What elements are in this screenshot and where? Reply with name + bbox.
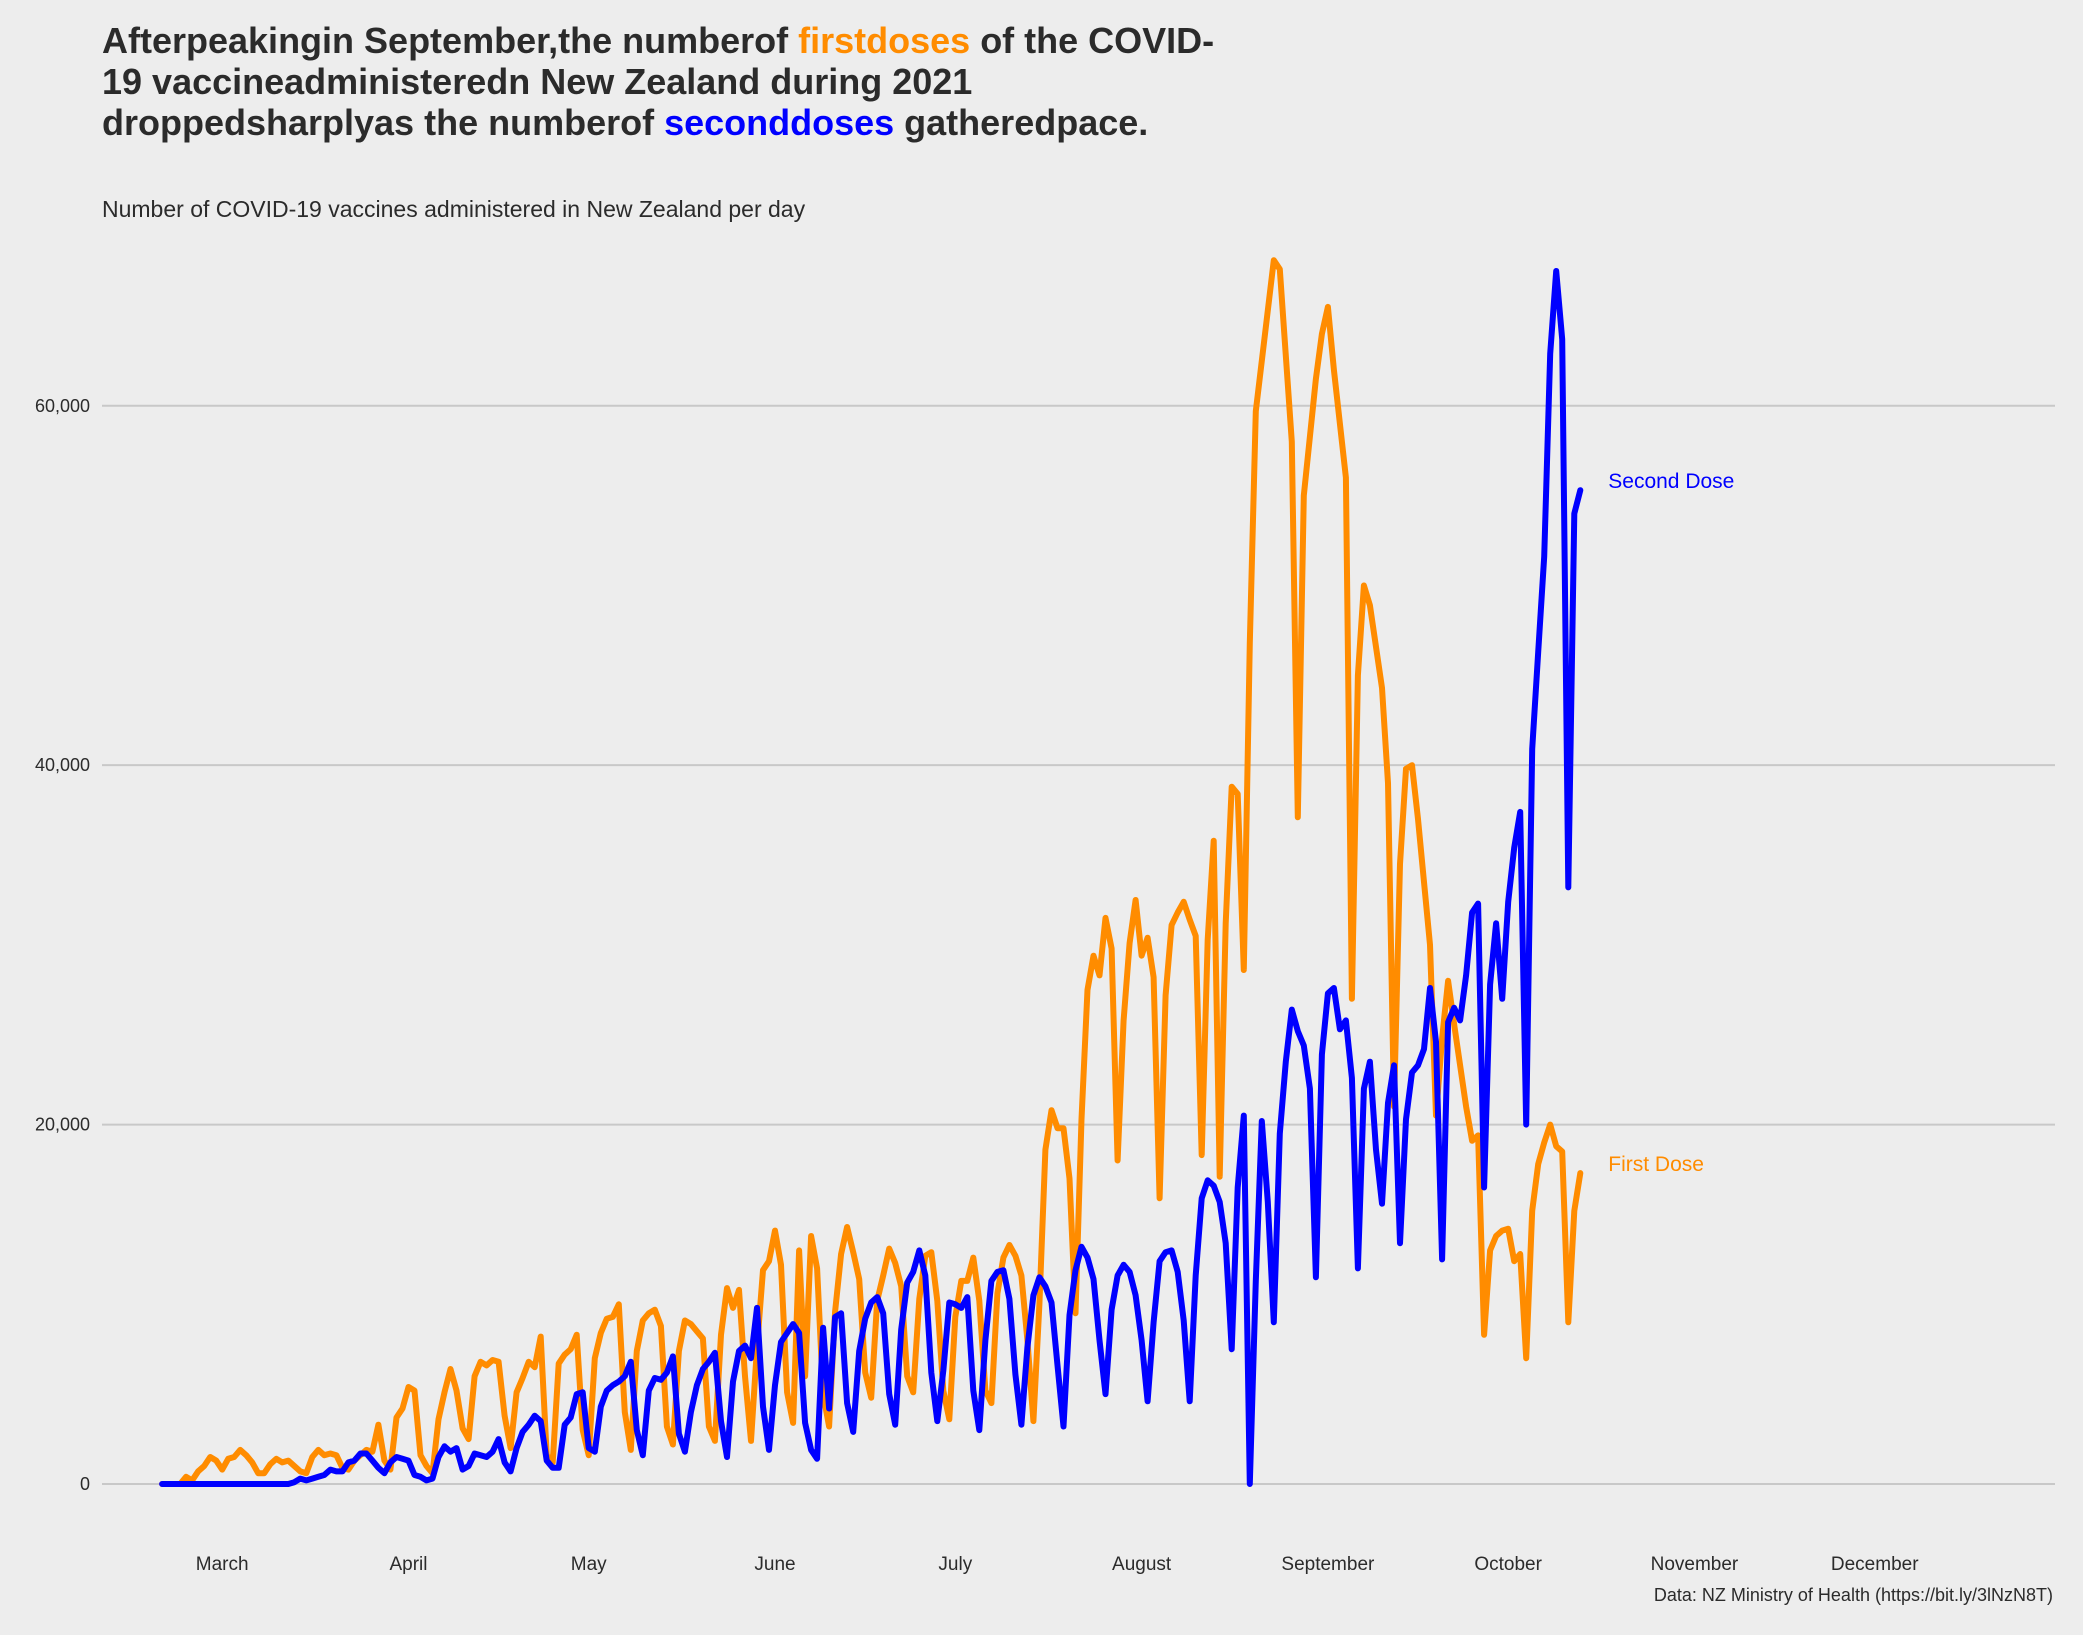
x-tick-label: December [1831, 1554, 1919, 1575]
x-tick-label: June [754, 1554, 795, 1575]
title-part-1: Afterpeakingin September,the numberof [102, 20, 799, 61]
x-tick-label: September [1281, 1554, 1375, 1575]
series-label-second-dose: Second Dose [1608, 470, 1734, 493]
series-lines [159, 257, 1584, 1487]
source-caption: Data: NZ Ministry of Health (https://bit… [1653, 1585, 2053, 1605]
x-tick-label: May [571, 1554, 607, 1575]
x-tick-label: April [389, 1554, 427, 1575]
y-tick-label: 0 [80, 1474, 90, 1494]
x-axis-ticks: March April May June July August September Octo… [196, 1554, 1919, 1575]
chart-subtitle: Number of COVID-19 vaccines administered… [102, 196, 806, 222]
title-part-2: of the COVID-19 vaccineadministeredn New… [102, 20, 1215, 143]
series-labels: Second Dose First Dose [1608, 470, 1734, 1176]
y-tick-label: 40,000 [35, 755, 90, 775]
y-tick-label: 60,000 [35, 396, 90, 416]
x-tick-label: October [1474, 1554, 1542, 1575]
series-line-second-dose [159, 268, 1584, 1487]
y-axis-ticks: 0 20,000 40,000 60,000 [35, 396, 90, 1494]
title-highlight-second-doses: seconddoses [664, 102, 895, 143]
x-tick-label: July [938, 1554, 972, 1575]
chart-title: Afterpeakingin September,the numberof fi… [102, 20, 1252, 143]
gridlines [102, 404, 2055, 1485]
x-tick-label: March [196, 1554, 249, 1575]
y-tick-label: 20,000 [35, 1115, 90, 1135]
title-highlight-first-doses: firstdoses [798, 20, 971, 61]
series-line-first-dose [159, 257, 1584, 1487]
series-label-first-dose: First Dose [1608, 1153, 1704, 1176]
x-tick-label: August [1112, 1554, 1172, 1575]
title-part-3: gatheredpace. [894, 102, 1149, 143]
x-tick-label: November [1651, 1554, 1739, 1575]
